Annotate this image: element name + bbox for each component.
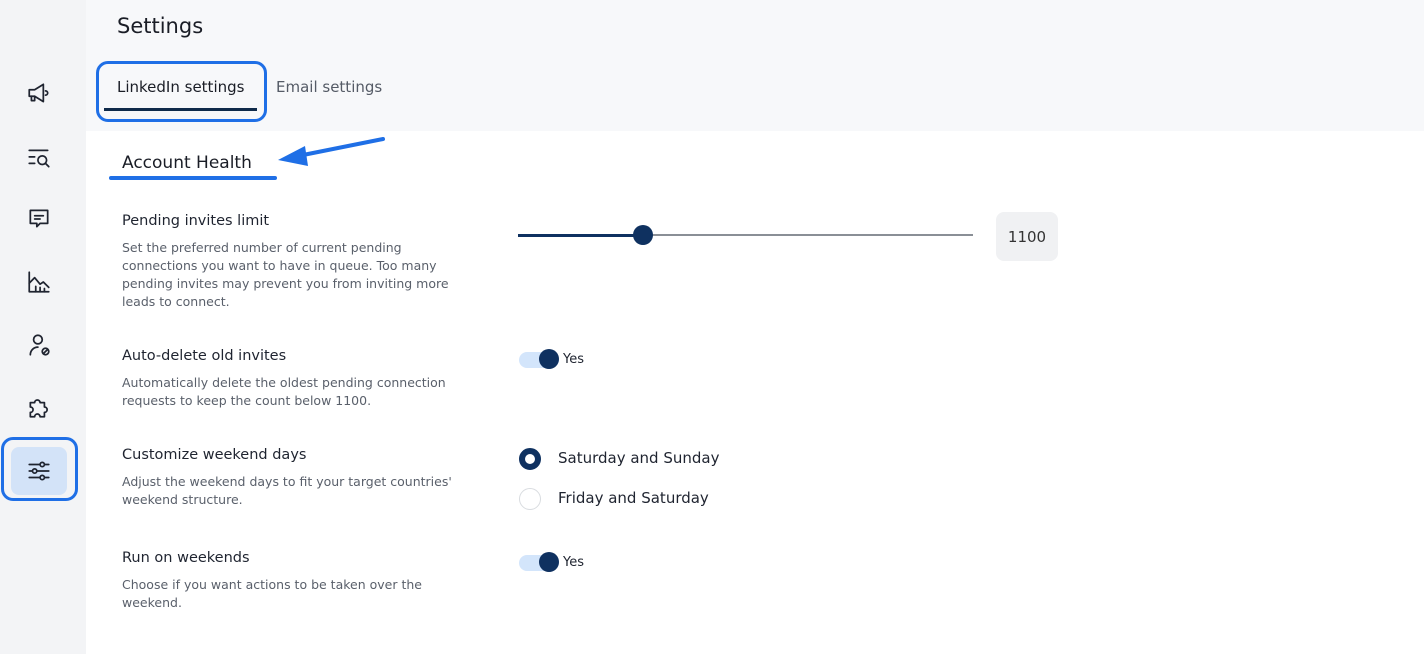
slider-fill	[518, 233, 644, 237]
auto-delete-description: Automatically delete the oldest pending …	[122, 375, 446, 408]
tab-linkedin-settings[interactable]: LinkedIn settings	[103, 78, 258, 112]
run-weekends-label: Run on weekends	[122, 550, 250, 566]
weekend-days-label: Customize weekend days	[122, 447, 307, 463]
radio-saturday-sunday[interactable]	[519, 448, 541, 470]
puzzle-icon	[29, 399, 48, 418]
slider-thumb[interactable]	[633, 225, 654, 245]
megaphone-icon	[28, 83, 49, 103]
run-weekends-description: Choose if you want actions to be taken o…	[122, 577, 422, 610]
sidebar-item-blacklist[interactable]	[11, 321, 67, 369]
toggle-knob	[539, 349, 559, 369]
toggle-knob	[539, 552, 559, 572]
sidebar-item-settings[interactable]	[11, 447, 67, 495]
annotation-arrow-icon	[278, 137, 385, 166]
sliders-icon	[28, 461, 50, 481]
pending-invites-description: Set the preferred number of current pend…	[122, 240, 449, 309]
pending-invites-label: Pending invites limit	[122, 213, 270, 229]
annotation-highlight-sidebar	[1, 437, 78, 501]
sidebar-item-messages[interactable]	[11, 195, 67, 243]
sidebar-item-campaigns[interactable]	[11, 69, 67, 117]
page-title: Settings	[117, 14, 204, 38]
auto-delete-label: Auto-delete old invites	[122, 348, 287, 364]
radio-saturday-sunday-label[interactable]: Saturday and Sunday	[558, 449, 720, 467]
user-blocked-icon	[29, 334, 50, 356]
section-title: Account Health	[122, 153, 252, 173]
chart-icon	[28, 271, 50, 293]
sidebar-item-search[interactable]	[11, 134, 67, 182]
sidebar-item-integrations[interactable]	[11, 383, 67, 431]
annotation-highlight-tab	[96, 61, 267, 122]
auto-delete-toggle-label: Yes	[563, 352, 584, 367]
run-weekends-toggle[interactable]	[519, 552, 559, 572]
sidebar-item-analytics[interactable]	[11, 258, 67, 306]
weekend-days-description: Adjust the weekend days to fit your targ…	[122, 474, 452, 507]
radio-friday-saturday[interactable]	[519, 488, 541, 510]
radio-friday-saturday-label[interactable]: Friday and Saturday	[558, 489, 709, 507]
sidebar	[0, 0, 86, 654]
annotation-underline	[109, 176, 277, 180]
pending-invites-slider[interactable]	[518, 225, 973, 245]
auto-delete-toggle[interactable]	[519, 349, 559, 369]
header	[86, 0, 1424, 131]
run-weekends-toggle-label: Yes	[563, 555, 584, 570]
tab-email-settings[interactable]: Email settings	[276, 78, 383, 96]
message-icon	[29, 209, 49, 228]
list-search-icon	[28, 149, 50, 168]
pending-invites-value[interactable]: 1100	[996, 212, 1058, 261]
